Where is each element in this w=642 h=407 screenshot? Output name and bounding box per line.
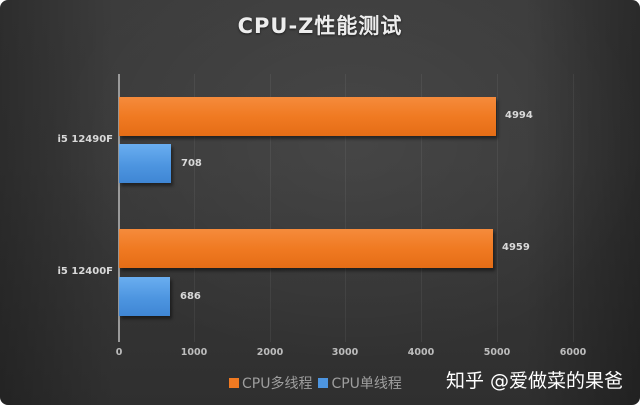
legend-swatch-orange-icon: [229, 378, 239, 388]
legend-label: CPU单线程: [331, 376, 402, 392]
x-tick: 3000: [331, 347, 359, 358]
chart-title: CPU-Z性能测试: [237, 14, 403, 38]
x-tick: 1000: [180, 347, 208, 358]
gridline-6000: [573, 74, 574, 342]
gridline-4000: [421, 74, 422, 342]
x-tick: 2000: [256, 347, 284, 358]
gridline-3000: [345, 74, 346, 342]
plot-area: 4994 708 4959 686: [118, 74, 588, 342]
value-label: 4959: [502, 242, 530, 253]
legend-item-single: CPU单线程: [318, 373, 402, 393]
legend: CPU多线程 CPU单线程: [229, 373, 408, 393]
y-axis-line: [118, 74, 120, 342]
gridline-1000: [194, 74, 195, 342]
x-tick: 5000: [483, 347, 511, 358]
bar-i5-12490f-multi: [119, 97, 496, 136]
value-label: 4994: [505, 110, 533, 121]
gridline-5000: [497, 74, 498, 342]
watermark: 知乎 @爱做菜的果爸: [446, 370, 624, 392]
gridline-2000: [270, 74, 271, 342]
bar-i5-12490f-single: [119, 144, 171, 183]
x-tick: 6000: [559, 347, 587, 358]
category-label: i5 12490F: [57, 134, 114, 145]
value-label: 708: [181, 158, 202, 169]
bar-i5-12400f-multi: [119, 229, 493, 268]
value-label: 686: [180, 291, 201, 302]
x-tick: 0: [115, 347, 123, 358]
x-tick: 4000: [407, 347, 435, 358]
legend-label: CPU多线程: [242, 376, 313, 392]
bar-i5-12400f-single: [119, 277, 170, 316]
legend-swatch-blue-icon: [318, 378, 329, 388]
category-label: i5 12400F: [57, 266, 114, 277]
legend-item-multi: CPU多线程: [229, 373, 312, 393]
